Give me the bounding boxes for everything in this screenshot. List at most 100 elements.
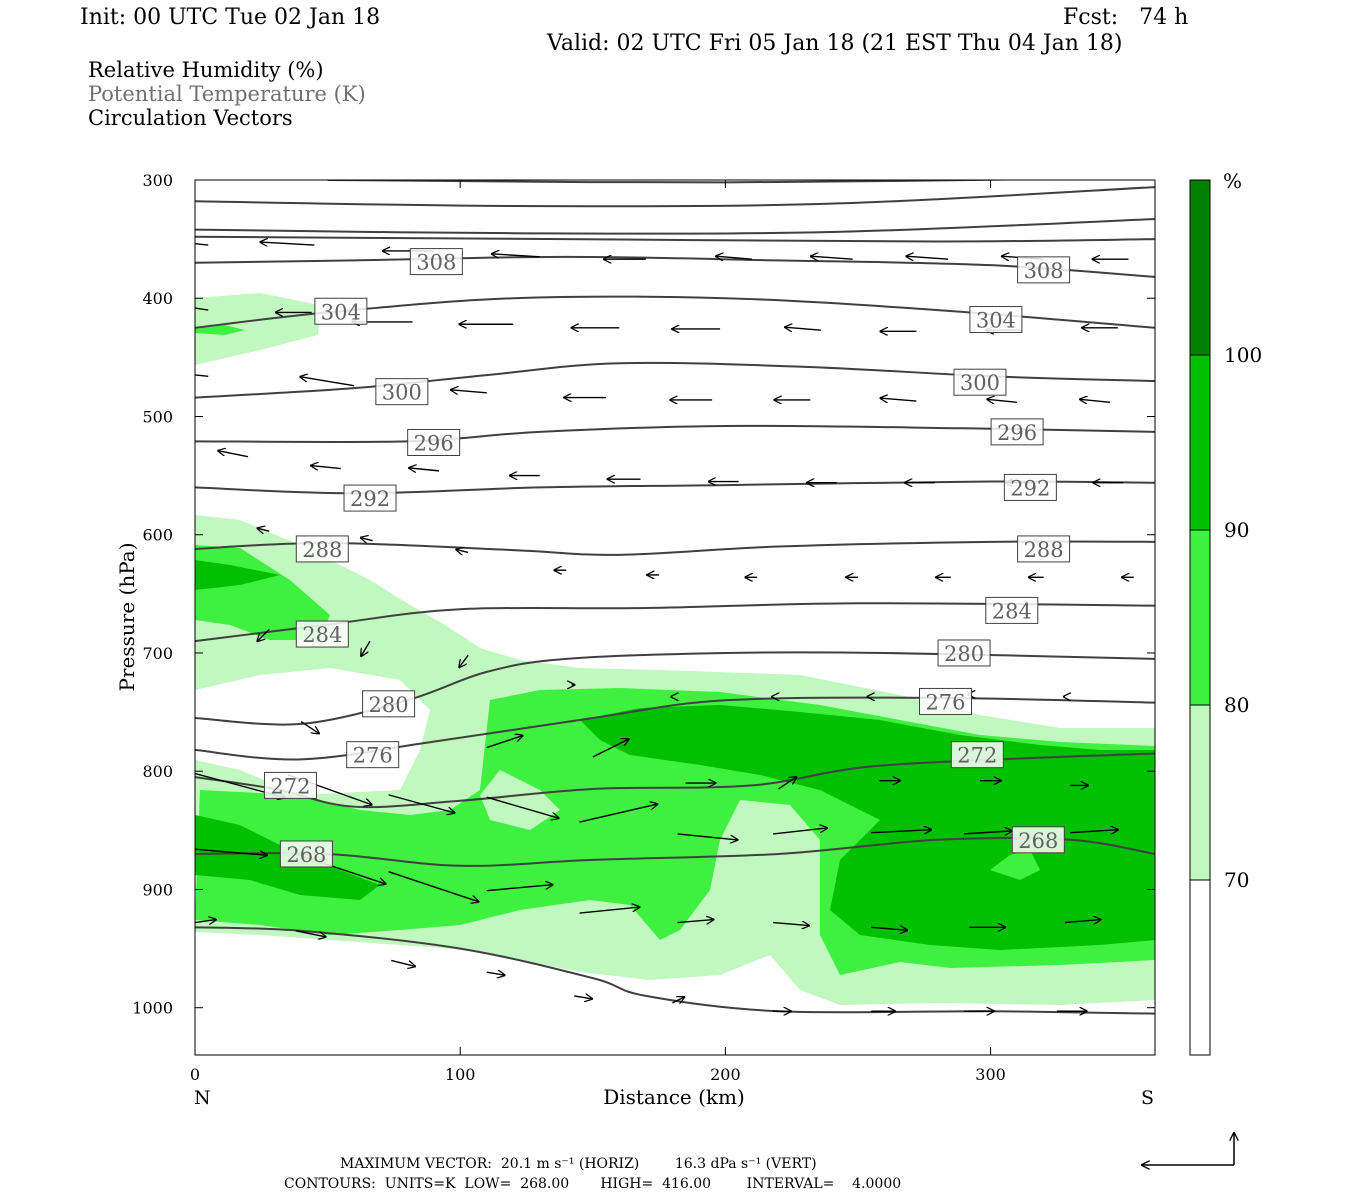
valid-time: Valid: 02 UTC Fri 05 Jan 18 (21 EST Thu … — [547, 31, 1123, 56]
theta-contour-308 — [195, 255, 1155, 278]
vector-arrow — [785, 327, 821, 330]
theta-label-box — [279, 840, 333, 868]
forecast-hour: Fcst: 74 h — [1063, 5, 1189, 30]
vector-arrow — [906, 256, 949, 259]
colorbar-swatch-90-100 — [1189, 354, 1211, 531]
colorbar-label-90: 90 — [1224, 518, 1249, 542]
vector-arrow — [1064, 920, 1101, 923]
vector-arrow — [195, 920, 216, 923]
vector-arrow — [451, 390, 487, 393]
y-tick-label: 700 — [142, 644, 173, 663]
y-tick-label: 900 — [142, 880, 173, 899]
theta-contour — [195, 235, 1155, 243]
vector-arrow — [574, 996, 592, 999]
theta-label-box — [295, 620, 349, 648]
vector-arrow — [677, 833, 738, 840]
colorbar-unit: % — [1223, 169, 1242, 193]
vector-arrow — [195, 374, 209, 377]
legend-rh: Relative Humidity (%) — [88, 58, 324, 82]
theta-label: 288 — [302, 538, 342, 562]
x-tick-label: 100 — [445, 1065, 476, 1084]
theta-label: 296 — [997, 421, 1037, 445]
theta-label: 280 — [369, 693, 409, 717]
vector-arrow — [300, 720, 319, 734]
colorbar-label-80: 80 — [1224, 693, 1249, 717]
colorbar-swatch-80-90 — [1189, 529, 1211, 706]
theta-label-box — [1003, 473, 1057, 501]
vector-arrow — [295, 930, 326, 937]
theta-label: 292 — [1010, 476, 1050, 500]
theta-label: 304 — [976, 309, 1016, 333]
vector-arrow — [486, 972, 505, 975]
rh-fill — [195, 293, 1155, 1005]
vector-arrow — [987, 399, 1018, 402]
vector-arrow — [880, 398, 917, 401]
vector-arrow — [260, 242, 315, 245]
theta-label: 308 — [416, 251, 456, 275]
rh-80-dry-pocket — [480, 770, 560, 830]
reference-vector-key — [1142, 1133, 1234, 1165]
theta-label-box — [362, 690, 416, 718]
vector-arrow — [218, 451, 249, 458]
theta-label-box — [918, 687, 972, 715]
vector-arrow — [579, 804, 658, 823]
theta-label: 300 — [960, 371, 1000, 395]
theta-label-box — [346, 741, 400, 769]
x-axis-label: Distance (km) — [603, 1085, 745, 1109]
y-tick-label: 1000 — [132, 999, 173, 1018]
theta-label-box — [990, 418, 1044, 446]
vector-arrow — [311, 466, 341, 469]
theta-contour — [195, 186, 1155, 208]
theta-label-box — [1011, 826, 1065, 854]
footer-contours: CONTOURS: UNITS=K LOW= 268.00 HIGH= 416.… — [284, 1176, 902, 1192]
axis-ticks: 300 400 500 600 700 800 900 1000 0 100 200 300 — [132, 171, 1155, 1084]
vector-arrow — [486, 796, 559, 818]
vector-arrow — [811, 256, 853, 259]
legend-theta: Potential Temperature (K) — [88, 82, 366, 106]
vector-arrow — [257, 628, 270, 641]
theta-label-box — [953, 368, 1007, 396]
theta-labels: 308 308 304 304 300 300 296 296 292 292 288 288 284 2… — [263, 248, 1071, 868]
vector-arrow — [964, 831, 1012, 834]
theta-label: 268 — [1018, 829, 1058, 853]
rh-80-notch — [990, 850, 1040, 880]
theta-label: 304 — [321, 300, 361, 324]
theta-contour — [195, 218, 1155, 235]
theta-label-box — [950, 741, 1004, 769]
theta-label: 288 — [1024, 538, 1064, 562]
theta-label: 272 — [957, 744, 997, 768]
vector-arrow — [871, 927, 907, 930]
theta-label: 280 — [944, 642, 984, 666]
theta-contour-300 — [195, 361, 1155, 399]
theta-label: 272 — [270, 774, 310, 798]
vector-arrow — [361, 640, 371, 656]
colorbar-swatch-below-70 — [1189, 879, 1211, 1056]
y-tick-label: 800 — [142, 762, 173, 781]
y-axis-label: Pressure (hPa) — [115, 543, 139, 692]
theta-label-box — [969, 306, 1023, 334]
vector-arrow — [579, 907, 640, 914]
theta-label-box — [343, 484, 397, 512]
x-tick-label: 300 — [975, 1065, 1006, 1084]
theta-label-box — [314, 297, 368, 325]
theta-contour-280 — [195, 651, 1155, 726]
vector-arrow — [195, 243, 209, 246]
colorbar: % 100 90 80 70 — [1189, 169, 1262, 1056]
theta-label: 276 — [925, 690, 965, 714]
vector-arrow — [195, 307, 209, 311]
vector-arrow — [778, 777, 796, 790]
legend-vectors: Circulation Vectors — [88, 106, 293, 130]
vector-arrow — [257, 528, 270, 531]
x-end-label-n: N — [194, 1087, 211, 1109]
theta-label: 276 — [353, 744, 393, 768]
vector-arrow — [677, 920, 714, 923]
colorbar-swatch-70-80 — [1189, 704, 1211, 881]
rh-70-region-upper — [195, 293, 320, 365]
vector-arrow — [486, 736, 523, 749]
vector-arrow — [592, 739, 629, 758]
theta-label: 284 — [302, 623, 342, 647]
vector-arrow — [773, 923, 809, 926]
vector-arrow — [492, 254, 540, 257]
theta-label-box — [937, 639, 991, 667]
